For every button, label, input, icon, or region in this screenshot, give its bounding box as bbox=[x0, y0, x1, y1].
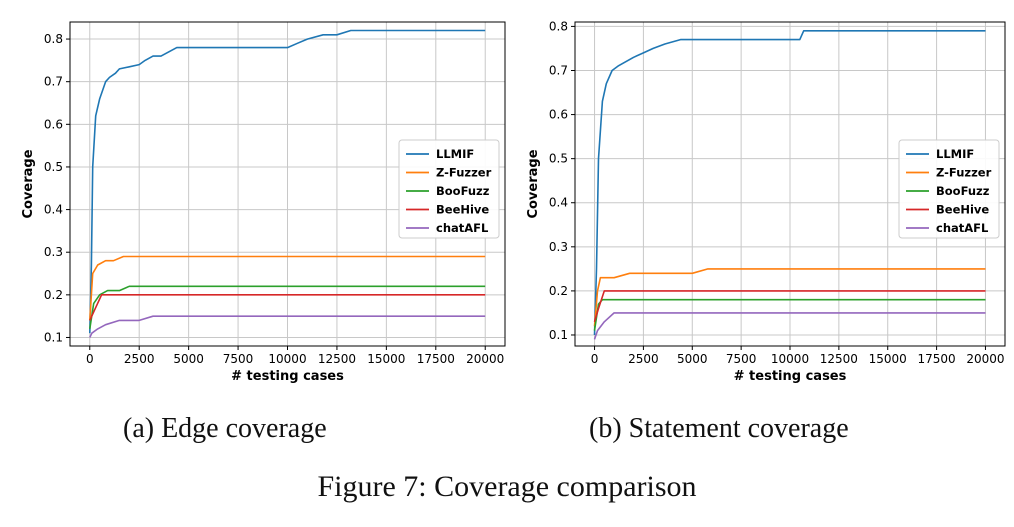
y-axis-label: Coverage bbox=[21, 149, 36, 218]
x-tick-label: 12500 bbox=[820, 352, 858, 366]
x-axis-label: # testing cases bbox=[231, 369, 344, 384]
series-line-z-fuzzer bbox=[89, 255, 486, 321]
legend-label-chatafl: chatAFL bbox=[436, 221, 489, 235]
x-tick-label: 15000 bbox=[869, 352, 907, 366]
series-line-llmif bbox=[593, 30, 986, 336]
y-tick-label: 0.7 bbox=[549, 63, 568, 77]
y-tick-label: 0.8 bbox=[549, 19, 568, 33]
series-line-chatafl bbox=[593, 312, 986, 340]
legend-label-chatafl: chatAFL bbox=[936, 221, 989, 235]
legend-label-llmif: LLMIF bbox=[936, 147, 974, 161]
legend-label-z-fuzzer: Z-Fuzzer bbox=[936, 166, 992, 180]
series-line-z-fuzzer bbox=[593, 268, 986, 327]
y-tick-label: 0.4 bbox=[44, 203, 63, 217]
y-tick-label: 0.6 bbox=[549, 108, 568, 122]
x-tick-label: 20000 bbox=[466, 352, 504, 366]
x-tick-label: 0 bbox=[591, 352, 599, 366]
y-tick-label: 0.1 bbox=[549, 328, 568, 342]
y-tick-label: 0.4 bbox=[549, 196, 568, 210]
subfigure-caption-b: (b) Statement coverage bbox=[589, 413, 849, 444]
y-tick-label: 0.5 bbox=[44, 160, 63, 174]
x-tick-label: 17500 bbox=[917, 352, 955, 366]
y-tick-label: 0.2 bbox=[44, 288, 63, 302]
series-line-boofuzz bbox=[89, 285, 486, 330]
x-axis-label: # testing cases bbox=[734, 369, 847, 384]
y-tick-label: 0.3 bbox=[44, 245, 63, 259]
subfigure-caption-a: (a) Edge coverage bbox=[123, 413, 327, 444]
series-line-llmif bbox=[89, 29, 486, 334]
y-tick-label: 0.7 bbox=[44, 75, 63, 89]
edge-coverage-chart: 0 2500 5000 7500 10000 12500 15000 17500 20000 0.… bbox=[21, 21, 506, 384]
y-axis-label: Coverage bbox=[526, 149, 541, 218]
series-line-beehive bbox=[89, 294, 486, 321]
legend-label-boofuzz: BooFuzz bbox=[936, 184, 990, 198]
x-tick-label: 5000 bbox=[173, 352, 204, 366]
legend-label-llmif: LLMIF bbox=[436, 147, 474, 161]
figure-caption: Figure 7: Coverage comparison bbox=[317, 470, 697, 503]
legend-label-beehive: BeeHive bbox=[436, 203, 489, 217]
y-tick-label: 0.5 bbox=[549, 152, 568, 166]
x-tick-label: 12500 bbox=[318, 352, 356, 366]
series-line-chatafl bbox=[89, 315, 486, 338]
figure: 0 2500 5000 7500 10000 12500 15000 17500 20000 0.… bbox=[21, 19, 1006, 384]
x-tick-label: 17500 bbox=[417, 352, 455, 366]
x-tick-label: 10000 bbox=[771, 352, 809, 366]
y-tick-label: 0.6 bbox=[44, 117, 63, 131]
legend-label-boofuzz: BooFuzz bbox=[436, 184, 490, 198]
legend-label-z-fuzzer: Z-Fuzzer bbox=[436, 166, 492, 180]
x-tick-label: 2500 bbox=[628, 352, 659, 366]
x-tick-label: 20000 bbox=[966, 352, 1004, 366]
x-tick-label: 0 bbox=[86, 352, 94, 366]
x-tick-label: 7500 bbox=[726, 352, 757, 366]
x-tick-label: 2500 bbox=[124, 352, 155, 366]
y-tick-label: 0.3 bbox=[549, 240, 568, 254]
x-tick-label: 7500 bbox=[223, 352, 254, 366]
x-tick-label: 15000 bbox=[367, 352, 405, 366]
y-tick-label: 0.2 bbox=[549, 284, 568, 298]
y-tick-label: 0.1 bbox=[44, 330, 63, 344]
statement-coverage-chart: 0 2500 5000 7500 10000 12500 15000 17500 20000 0.… bbox=[526, 19, 1006, 384]
y-tick-label: 0.8 bbox=[44, 32, 63, 46]
x-tick-label: 5000 bbox=[677, 352, 708, 366]
legend-box bbox=[898, 139, 1000, 239]
legend-label-beehive: BeeHive bbox=[936, 203, 989, 217]
x-tick-label: 10000 bbox=[268, 352, 306, 366]
legend-box bbox=[398, 139, 500, 239]
series-line-beehive bbox=[593, 290, 986, 323]
